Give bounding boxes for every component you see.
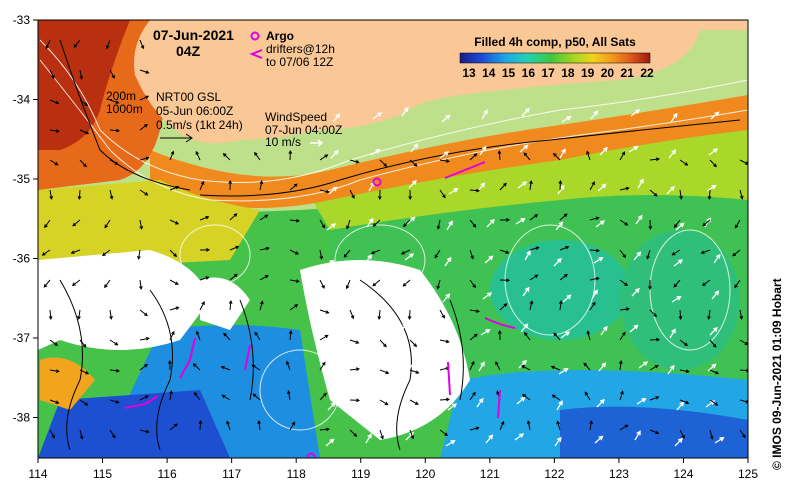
colorbar-tick-label: 13	[462, 66, 476, 80]
imos-credit: © IMOS 09-Jun-2021 01:09 Hobart	[770, 452, 784, 470]
colorbar-tick-label: 16	[522, 66, 536, 80]
y-tick-label: -34	[13, 93, 31, 107]
colorbar-tick-label: 15	[502, 66, 516, 80]
x-tick-label: 120	[415, 467, 435, 481]
colorbar-tick-label: 21	[621, 66, 635, 80]
colorbar-tick-label: 20	[601, 66, 615, 80]
x-tick-label: 114	[28, 467, 47, 481]
x-tick-label: 115	[93, 467, 112, 481]
wind-scale-label: 10 m/s	[265, 136, 301, 149]
colorbar-tick-label: 19	[581, 66, 595, 80]
colorbar-tick-label: 17	[541, 66, 555, 80]
sst-field	[38, 20, 749, 461]
map-hour: 04Z	[176, 45, 200, 58]
y-tick-label: -36	[13, 252, 31, 266]
y-tick-label: -37	[13, 331, 31, 345]
x-tick-label: 123	[609, 467, 629, 481]
colorbar-title: Filled 4h comp, p50, All Sats	[474, 35, 636, 49]
current-scale-label: 0.5m/s (1kt 24h)	[156, 119, 243, 132]
current-source-label: NRT00 GSL	[156, 91, 221, 104]
y-tick-label: -38	[13, 411, 31, 425]
y-axis: -33 -34 -35 -36 -37 -38	[13, 13, 38, 425]
x-tick-label: 117	[222, 467, 241, 481]
drifters-legend-period: to 07/06 12Z	[266, 56, 333, 69]
map-date: 07-Jun-2021	[153, 29, 234, 42]
isobath-1000-label: 1000m	[106, 103, 143, 116]
x-tick-label: 119	[351, 467, 370, 481]
x-tick-label: 118	[287, 467, 306, 481]
x-tick-label: 125	[738, 467, 758, 481]
x-tick-label: 121	[480, 467, 500, 481]
colorbar-tick-label: 22	[640, 66, 654, 80]
current-time-label: 05-Jun 06:00Z	[156, 105, 233, 118]
x-tick-label: 122	[544, 467, 564, 481]
x-axis: 114 115 116 117 118 119 120 121 122 123 124 125	[28, 458, 758, 481]
y-tick-label: -35	[13, 172, 31, 186]
x-tick-label: 124	[673, 467, 693, 481]
y-tick-label: -33	[13, 13, 31, 27]
colorbar-tick-label: 14	[482, 66, 496, 80]
x-tick-label: 116	[158, 467, 177, 481]
colorbar-tick-label: 18	[561, 66, 575, 80]
colorbar	[460, 53, 650, 63]
